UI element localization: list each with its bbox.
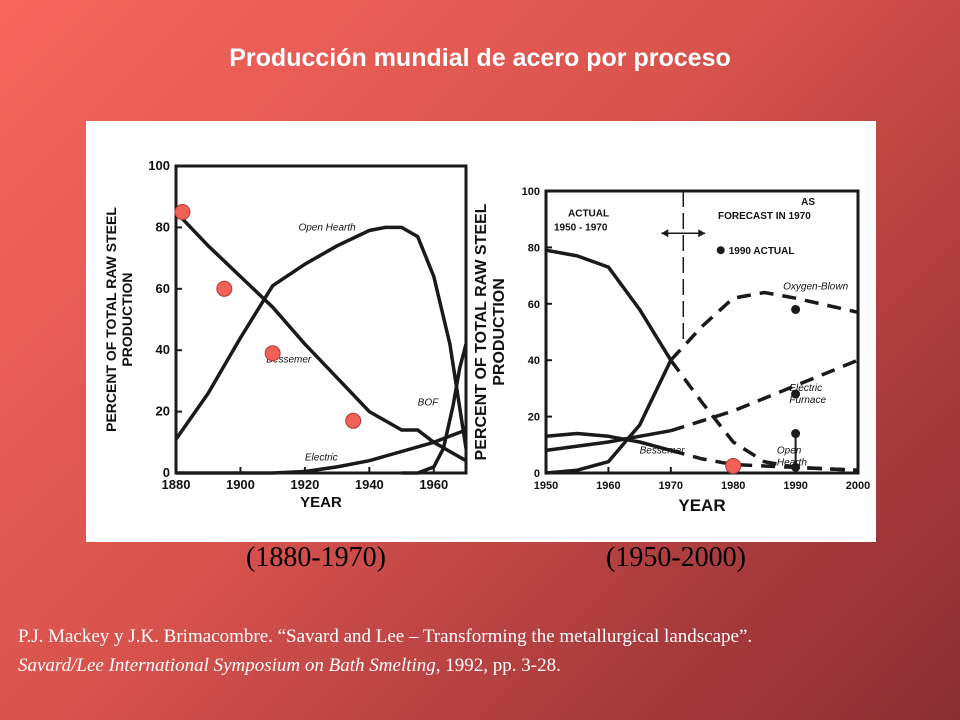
series-label-bessemer: Bessemer bbox=[266, 354, 312, 365]
series-label-open-hearth-2: Hearth bbox=[777, 457, 807, 468]
forecast-line-bessemer bbox=[670, 448, 859, 472]
annotation-forecast-1: AS bbox=[801, 197, 815, 208]
reference-symposium: Savard/Lee International Symposium on Ba… bbox=[18, 655, 436, 676]
forecast-line-open-hearth bbox=[669, 359, 859, 472]
series-line-open-hearth bbox=[545, 248, 673, 362]
actual-1990-dot bbox=[791, 389, 801, 399]
y-tick-label: 20 bbox=[156, 404, 170, 419]
y-tick-label: 60 bbox=[156, 281, 170, 296]
y-tick-label: 0 bbox=[163, 465, 170, 480]
x-tick-label: 1880 bbox=[162, 477, 191, 492]
x-tick-label: 1960 bbox=[596, 480, 620, 492]
x-tick-label: 1950 bbox=[534, 480, 558, 492]
series-line-bof bbox=[401, 343, 468, 475]
y-axis-label-line-2: PRODUCTION bbox=[119, 272, 135, 366]
x-tick-label: 1960 bbox=[419, 477, 448, 492]
series-label-oxygen-blown: Oxygen-Blown bbox=[783, 282, 848, 293]
y-axis-label-line-1: PERCENT OF TOTAL RAW STEEL bbox=[103, 207, 119, 432]
y-tick-label: 20 bbox=[528, 412, 540, 424]
series-label-open-hearth: Open Hearth bbox=[298, 222, 356, 233]
reference-line-2: Savard/Lee International Symposium on Ba… bbox=[18, 655, 561, 677]
y-tick-label: 40 bbox=[528, 355, 540, 367]
chart-panel: 0 20 40 60 80 100 1880 1900 1920 1940 1960 YEAR PERC… bbox=[86, 121, 876, 542]
annotation-forecast-2: FORECAST IN 1970 bbox=[718, 211, 811, 222]
plot-frame bbox=[174, 164, 468, 475]
actual-1990-dot bbox=[791, 304, 801, 314]
annotation-actual-2: 1950 - 1970 bbox=[554, 222, 608, 233]
forecast-line-oxygen-blown bbox=[669, 290, 859, 362]
x-axis-label: YEAR bbox=[300, 494, 342, 511]
series-line-bessemer bbox=[174, 210, 467, 463]
plot-frame bbox=[544, 189, 860, 475]
highlight-marker bbox=[174, 204, 191, 221]
reference-line-1: P.J. Mackey y J.K. Brimacombre. “Savard … bbox=[18, 626, 753, 647]
x-tick-label: 1940 bbox=[355, 477, 384, 492]
y-tick-label: 100 bbox=[522, 186, 540, 198]
y-tick-label: 60 bbox=[528, 299, 540, 311]
series-label-open-hearth-1: Open bbox=[777, 445, 802, 456]
series-label-electric-furnace-1: Electric bbox=[789, 383, 822, 394]
legend-dot-label: 1990 ACTUAL bbox=[729, 246, 795, 257]
x-tick-label: 1970 bbox=[659, 480, 683, 492]
series-line-oxygen-blown bbox=[545, 359, 673, 475]
x-tick-label: 1980 bbox=[721, 480, 745, 492]
x-tick-label: 2000 bbox=[846, 480, 870, 492]
series-label-electric-furnace-2: Furnace bbox=[789, 395, 826, 406]
slide-title: Producción mundial de acero por proceso bbox=[229, 44, 731, 72]
y-tick-label: 80 bbox=[528, 242, 540, 254]
y-tick-label: 80 bbox=[156, 219, 170, 234]
x-tick-label: 1920 bbox=[290, 477, 319, 492]
series-line-bessemer bbox=[545, 431, 672, 453]
charts-svg: 0 20 40 60 80 100 1880 1900 1920 1940 1960 YEAR PERC… bbox=[103, 158, 870, 515]
caption-right: (1950-2000) bbox=[606, 542, 746, 573]
x-tick-label: 1990 bbox=[783, 480, 807, 492]
y-axis-label-line-1: PERCENT OF TOTAL RAW STEEL bbox=[473, 203, 490, 460]
x-axis-label: YEAR bbox=[678, 496, 725, 515]
legend-dot bbox=[716, 246, 725, 255]
x-tick-label: 1900 bbox=[226, 477, 255, 492]
highlight-marker bbox=[216, 280, 233, 297]
chart-1880-1970: 0 20 40 60 80 100 1880 1900 1920 1940 1960 YEAR PERC… bbox=[103, 158, 468, 511]
y-tick-label: 100 bbox=[148, 158, 170, 173]
y-tick-label: 0 bbox=[534, 468, 540, 480]
series-label-bessemer: Bessemer bbox=[640, 445, 686, 456]
highlight-marker bbox=[345, 412, 362, 429]
reference-pages: , 1992, pp. 3-28. bbox=[435, 655, 561, 676]
chart-1950-2000: 0 20 40 60 80 100 1950 1960 1970 1980 1990 2000 YEAR… bbox=[473, 186, 870, 515]
y-tick-label: 40 bbox=[156, 342, 170, 357]
caption-left: (1880-1970) bbox=[246, 542, 386, 573]
y-axis-label-line-2: PRODUCTION bbox=[491, 278, 508, 386]
series-label-electric: Electric bbox=[305, 453, 338, 464]
series-label-bof: BOF bbox=[418, 397, 439, 408]
highlight-marker bbox=[264, 345, 281, 362]
forecast-line-electric-furnace bbox=[670, 358, 859, 433]
annotation-actual-1: ACTUAL bbox=[568, 208, 609, 219]
series-line-open-hearth bbox=[174, 225, 468, 449]
series-line-electric bbox=[176, 428, 467, 475]
highlight-marker bbox=[725, 457, 742, 474]
